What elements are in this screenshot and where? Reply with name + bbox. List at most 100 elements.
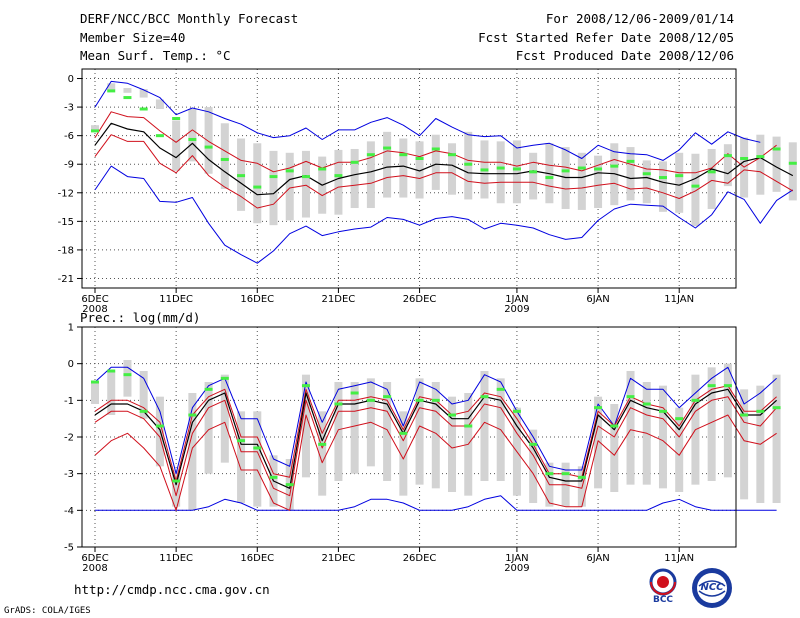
forecast-period: For 2008/12/06-2009/01/14 [545, 11, 734, 26]
temp-x-tick-label: 21DEC [322, 294, 356, 305]
prec-spread-bar [123, 360, 132, 397]
temp-spread-bar [431, 134, 440, 190]
prec-y-tick-label: 0 [68, 359, 74, 370]
prec-spread-bar [204, 382, 213, 474]
prec-spread-bar [723, 363, 732, 478]
temp-spread-bar [691, 153, 700, 227]
prec-spread-bar [237, 411, 246, 503]
temp-y-tick-label: 0 [68, 74, 74, 85]
temp-max-line [94, 80, 761, 161]
temp-y-tick-label: -18 [58, 245, 74, 256]
temp-spread-bar [496, 141, 505, 204]
temp-spread-bar [172, 120, 181, 171]
prec-max-line [94, 366, 777, 475]
temp-spread-bar [642, 160, 651, 204]
prec-spread-bar [301, 374, 310, 478]
temp-spread-bar [301, 150, 310, 218]
prec-spread-bar [740, 389, 749, 500]
prec-lowest-spread-line [94, 414, 777, 511]
temp-x-tick-year: 2008 [82, 304, 107, 315]
temp-min-line [94, 165, 794, 264]
temp-y-tick-label: -15 [58, 217, 74, 228]
temp-x-tick-label: 11JAN [664, 294, 694, 305]
temp-spread-bar [756, 134, 765, 195]
prec-spread-bar [139, 371, 148, 419]
chart-title: DERF/NCC/BCC Monthly Forecast [80, 11, 299, 26]
grads-credit: GrADS: COLA/IGES [4, 606, 91, 616]
prec-x-tick-label: 1JAN [505, 553, 528, 564]
temp-x-tick-label: 11DEC [159, 294, 193, 305]
prec-spread-bar [383, 382, 392, 481]
temp-plot-frame [81, 68, 737, 289]
prec-spread-bar [318, 411, 327, 496]
prec-x-tick-label: 26DEC [403, 553, 437, 564]
prec-spread-bar [658, 385, 667, 489]
temp-spread-bar [253, 143, 262, 224]
prec-y-tick-label: -2 [64, 433, 74, 444]
forecast-produced-date: Fcst Produced Date 2008/12/06 [515, 48, 734, 63]
prec-spread-bar [772, 374, 781, 503]
temp-spread-bar [366, 141, 375, 209]
prec-min-line [95, 495, 777, 511]
prec-x-tick-label: 16DEC [240, 553, 274, 564]
temp-spread-bar [204, 107, 213, 174]
temp-spread-bar [723, 144, 732, 187]
temp-spread-bar [788, 142, 797, 201]
prec-spread-bar [448, 396, 457, 492]
temp-spread-bar [188, 108, 197, 162]
temp-spread-bar [448, 143, 457, 195]
temp-spread-bar [772, 136, 781, 192]
temp-y-tick-label: -6 [64, 131, 74, 142]
prec-y-tick-label: -1 [64, 396, 74, 407]
prec-spread-bar [610, 404, 619, 492]
temp-spread-bar [220, 123, 229, 189]
temp-spread-bar [123, 88, 132, 93]
temp-spread-bar [626, 147, 635, 201]
source-url[interactable]: http://cmdp.ncc.cma.gov.cn [74, 582, 270, 597]
temp-spread-bar [529, 152, 538, 200]
temp-y-tick-label: -9 [64, 160, 74, 171]
temp-x-tick-label: 6DEC [81, 294, 108, 305]
prec-spread-bar [350, 382, 359, 474]
temp-spread-bar [155, 99, 164, 109]
prec-spread-bar [172, 470, 181, 507]
prec-y-tick-label: 1 [68, 323, 74, 334]
prec-spread-bar [188, 393, 197, 511]
temp-spread-bar [285, 152, 294, 221]
prec-plot-frame [81, 326, 737, 548]
temp-spread-bar [675, 152, 684, 213]
temp-spread-bar [334, 149, 343, 215]
temp-x-tick-label: 26DEC [403, 294, 437, 305]
prec-x-tick-label: 6DEC [81, 553, 108, 564]
prec-x-tick-year: 2008 [82, 563, 107, 574]
prec-x-tick-label: 11DEC [159, 553, 193, 564]
temp-upper-spread-line [94, 111, 777, 174]
prec-x-tick-year: 2009 [504, 563, 529, 574]
prec-x-tick-label: 11JAN [664, 553, 694, 564]
temp-spread-bar [107, 83, 116, 90]
temp-y-tick-label: -3 [64, 103, 74, 114]
prec-spread-bar [91, 382, 99, 404]
forecast-start-date: Fcst Started Refer Date 2008/12/05 [478, 30, 734, 45]
prec-spread-bar [220, 374, 229, 463]
precipitation-panel-title: Prec.: log(mm/d) [80, 310, 201, 325]
temp-spread-bar [594, 155, 603, 209]
prec-y-tick-label: -4 [64, 506, 74, 517]
prec-spread-bar [334, 382, 343, 481]
temp-spread-bar [91, 125, 99, 130]
temp-spread-bar [658, 161, 667, 212]
temp-spread-bar [415, 141, 424, 199]
temp-spread-bar [350, 148, 359, 209]
prec-lower-spread-line [94, 396, 777, 497]
temp-spread-bar [707, 148, 716, 209]
temp-lower-spread-line [94, 134, 794, 209]
temp-x-tick-label: 6JAN [586, 294, 609, 305]
temp-spread-bar [269, 150, 278, 226]
prec-spread-bar [253, 411, 262, 507]
temp-spread-bar [139, 88, 148, 98]
temp-spread-bar [383, 131, 392, 198]
temperature-panel-title: Mean Surf. Temp.: °C [80, 48, 231, 63]
temp-ensemble-mean-line [94, 122, 794, 196]
